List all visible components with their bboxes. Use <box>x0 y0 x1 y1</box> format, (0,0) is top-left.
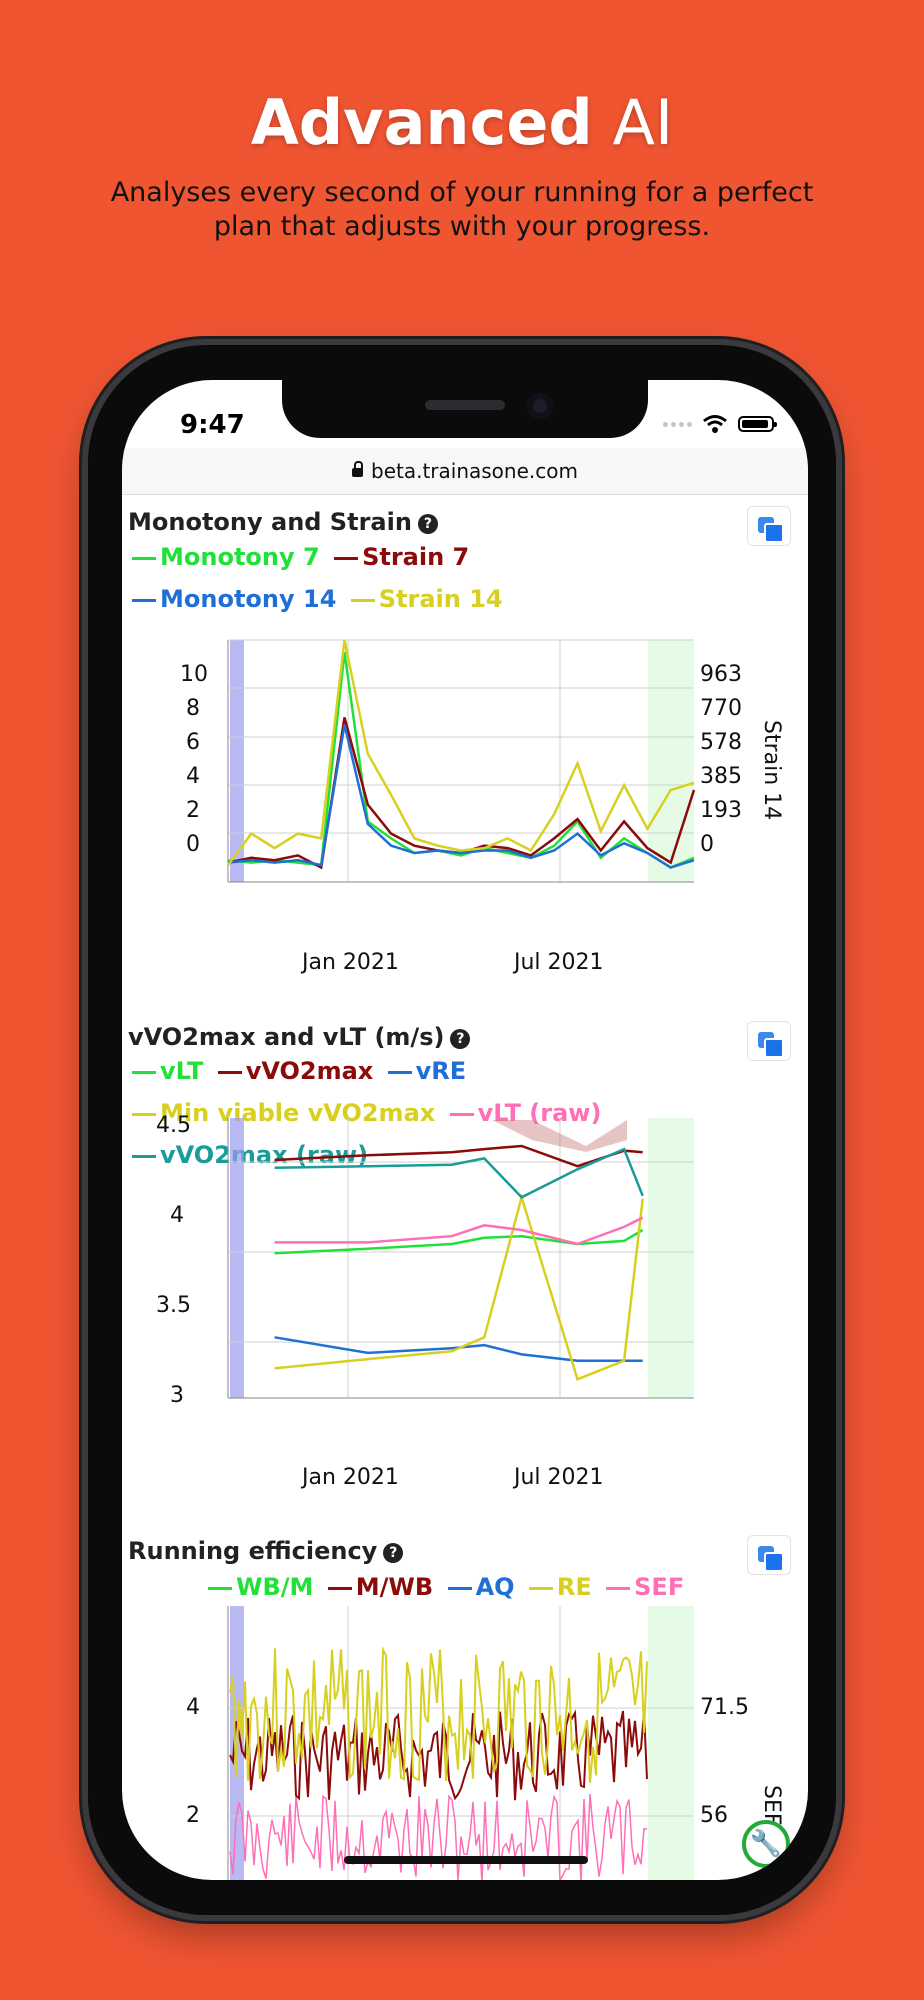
copy-button[interactable] <box>747 506 791 546</box>
series-line-re <box>229 1646 648 1783</box>
headline-bold: Advanced <box>250 86 593 159</box>
band-left <box>230 1118 244 1398</box>
tick-label: Jul 2021 <box>514 1465 604 1490</box>
series-line-mwb <box>229 1709 648 1801</box>
tick-label: 6 <box>186 730 200 755</box>
panel-title-monotony: Monotony and Strain? <box>128 508 438 536</box>
legend-efficiency: WB/M M/WB AQ RE SEF <box>208 1566 758 1608</box>
tick-label: Jan 2021 <box>302 1465 399 1490</box>
tick-label: Jan 2021 <box>302 950 399 975</box>
legend-item[interactable]: vRE <box>387 1050 466 1092</box>
tick-label: 4 <box>170 1203 184 1228</box>
signal-dots-icon <box>663 421 692 427</box>
band-right <box>648 640 694 882</box>
headline: Advanced AI <box>0 88 924 158</box>
tick-label: 0 <box>700 832 714 857</box>
legend-item[interactable]: Strain 14 <box>350 578 503 620</box>
series-line <box>227 724 695 869</box>
legend-item[interactable]: WB/M <box>208 1566 313 1608</box>
legend-item[interactable]: vVO2max <box>217 1050 373 1092</box>
tick-label: 0 <box>186 832 200 857</box>
series-line <box>227 651 695 869</box>
series-line <box>274 1147 644 1199</box>
series-line <box>274 1336 643 1362</box>
panel-title-text: vVO2max and vLT (m/s) <box>128 1023 445 1051</box>
tick-label: 2 <box>186 1803 200 1828</box>
series-line <box>274 1228 644 1255</box>
help-icon[interactable]: ? <box>417 514 438 534</box>
volume-down-button <box>82 870 88 970</box>
legend-monotony: Monotony 7 Strain 7 Monotony 14 Strain 1… <box>132 536 682 620</box>
tick-label: 3 <box>170 1383 184 1408</box>
tick-label: 4 <box>186 1695 200 1720</box>
status-icons <box>663 414 777 434</box>
camera <box>527 393 553 419</box>
tick-label: 8 <box>186 696 200 721</box>
axis-label-right: Strain 14 <box>759 720 784 821</box>
wrench-icon[interactable]: 🔧 <box>742 1820 790 1868</box>
battery-icon <box>738 416 777 432</box>
series-line-sef <box>229 1793 648 1880</box>
panel-title-vvo2max: vVO2max and vLT (m/s)? <box>128 1023 471 1051</box>
legend-item[interactable]: vLT (raw) <box>449 1092 601 1134</box>
band-right <box>648 1606 694 1880</box>
mute-switch <box>82 596 88 656</box>
wifi-icon <box>703 415 727 433</box>
tick-label: 385 <box>700 764 742 789</box>
legend-item[interactable]: Monotony 7 <box>132 536 320 578</box>
chart-efficiency <box>227 1606 694 1880</box>
tick-label: 963 <box>700 662 742 687</box>
headline-rest: AI <box>592 86 674 159</box>
tick-label: 4.5 <box>156 1113 191 1138</box>
series-line <box>226 639 695 866</box>
speaker <box>425 400 505 410</box>
legend-item[interactable]: M/WB <box>327 1566 433 1608</box>
confidence-band <box>492 1120 627 1152</box>
series-line <box>274 1216 644 1246</box>
band-right <box>648 1118 694 1398</box>
lock-icon <box>352 461 363 477</box>
phone-screen: 9:47 beta.trainasone.com Monotony and St… <box>122 380 808 1880</box>
subheadline: Analyses every second of your running fo… <box>110 177 814 242</box>
panel-title-efficiency: Running efficiency? <box>128 1537 404 1565</box>
tick-label: Jul 2021 <box>514 950 604 975</box>
chart-monotony <box>226 639 696 883</box>
chart-vvo2max <box>227 1118 694 1399</box>
tick-label: 578 <box>700 730 742 755</box>
legend-item[interactable]: AQ <box>447 1566 515 1608</box>
legend-item[interactable]: Min viable vVO2max <box>132 1092 435 1134</box>
help-icon[interactable]: ? <box>450 1029 471 1049</box>
tick-label: 56 <box>700 1803 728 1828</box>
notch <box>282 380 648 438</box>
legend-vvo2max: vLT vVO2max vRE Min viable vVO2max vLT (… <box>132 1050 682 1176</box>
status-time: 9:47 <box>180 410 245 440</box>
legend-item[interactable]: vLT <box>132 1050 203 1092</box>
legend-item[interactable]: Strain 7 <box>334 536 469 578</box>
url-text: beta.trainasone.com <box>371 459 578 483</box>
legend-item[interactable]: SEF <box>606 1566 684 1608</box>
home-indicator <box>344 1856 588 1864</box>
legend-item[interactable]: Monotony 14 <box>132 578 336 620</box>
tick-label: 71.5 <box>700 1695 749 1720</box>
tick-label: 770 <box>700 696 742 721</box>
legend-item[interactable]: RE <box>528 1566 592 1608</box>
copy-button[interactable] <box>747 1535 791 1575</box>
legend-item[interactable]: vVO2max (raw) <box>132 1134 368 1176</box>
copy-button[interactable] <box>747 1021 791 1061</box>
tick-label: 3.5 <box>156 1293 191 1318</box>
volume-up-button <box>82 724 88 824</box>
band-left <box>230 640 244 882</box>
tick-label: 193 <box>700 798 742 823</box>
url-bar[interactable]: beta.trainasone.com <box>122 448 808 495</box>
tick-label: 2 <box>186 798 200 823</box>
panel-title-text: Monotony and Strain <box>128 508 412 536</box>
power-button <box>836 760 842 910</box>
series-line <box>227 717 696 870</box>
help-icon[interactable]: ? <box>383 1543 404 1563</box>
tick-label: 10 <box>180 662 208 687</box>
panel-title-text: Running efficiency <box>128 1537 378 1565</box>
tick-label: 4 <box>186 764 200 789</box>
series-line <box>274 1192 644 1381</box>
